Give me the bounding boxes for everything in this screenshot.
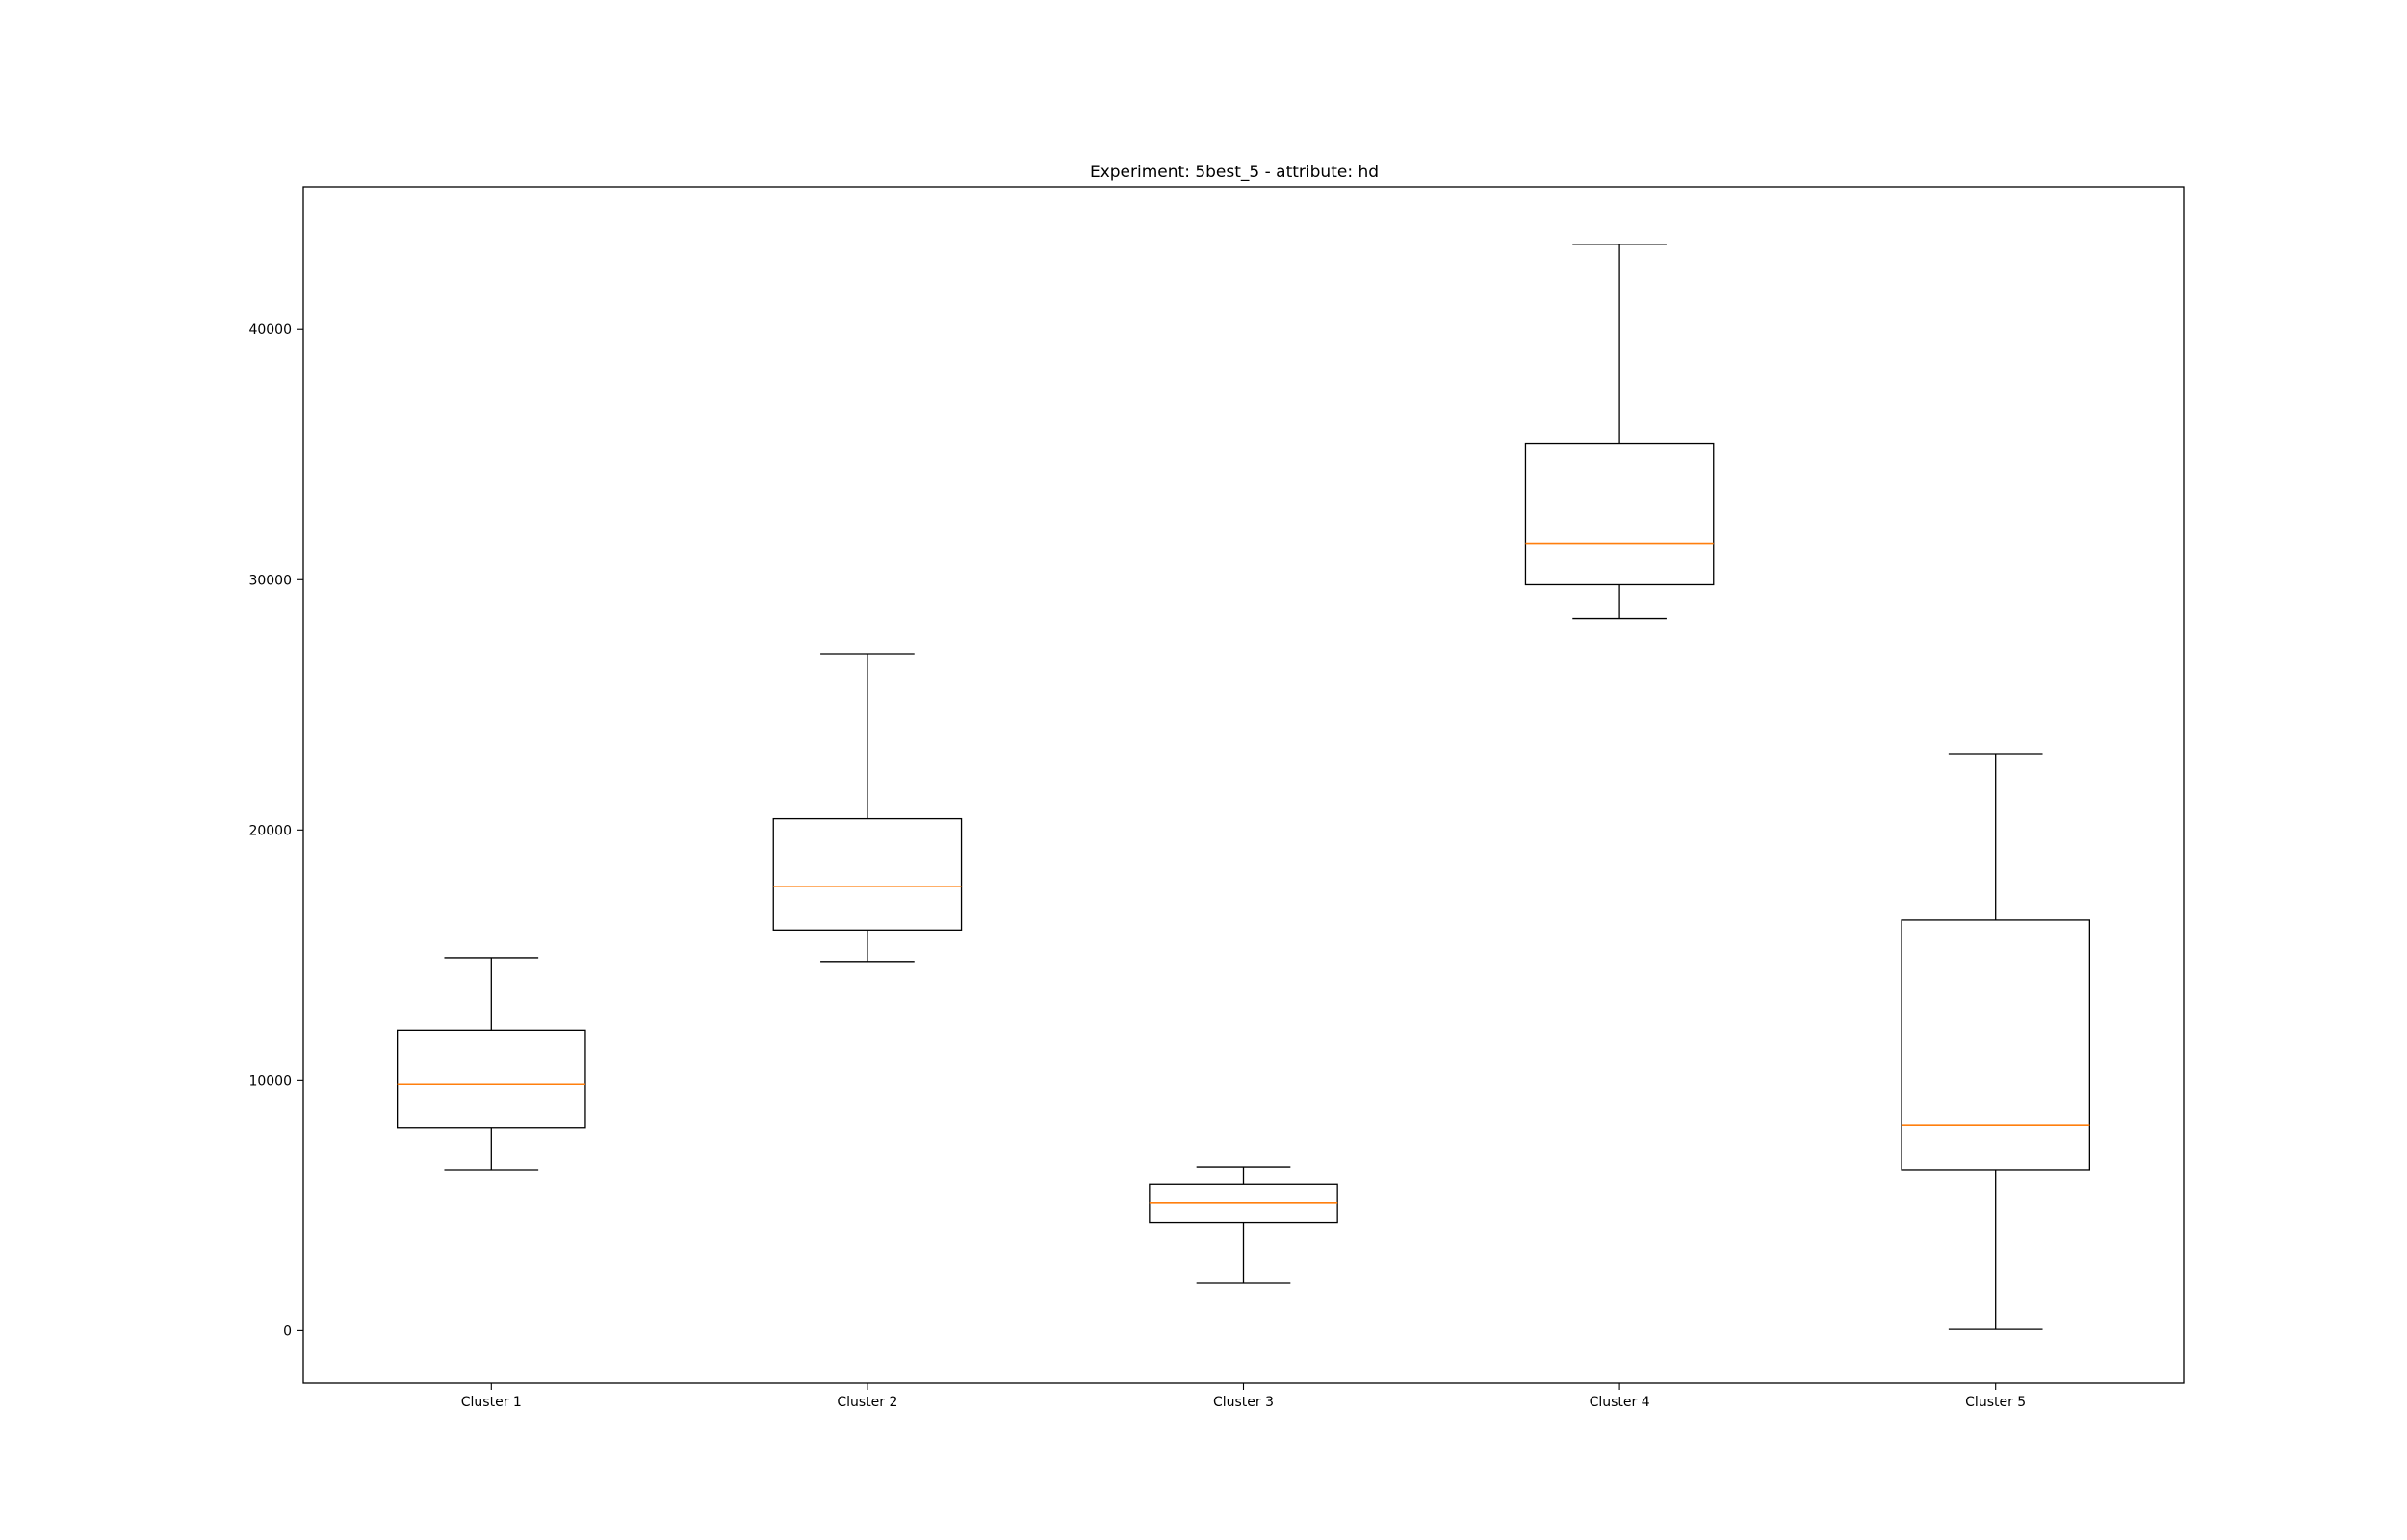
box-group-1 [396,957,586,1171]
iqr-box [1901,919,2091,1171]
x-tick-label: Cluster 2 [837,1395,897,1410]
iqr-box [396,1029,586,1129]
boxes-layer [396,244,2091,1330]
box-group-5 [1901,753,2091,1330]
iqr-box [1524,442,1715,586]
y-axis: 0 10000 20000 30000 40000 [248,322,303,1339]
plot-area-frame [302,186,2185,1384]
box-group-3 [1149,1166,1338,1284]
x-tick-label: Cluster 5 [1965,1395,2026,1410]
iqr-box [772,817,963,931]
chart-title: Experiment: 5best_5 - attribute: hd [1090,163,1379,182]
y-tick-label: 40000 [248,322,292,338]
y-tick-label: 0 [283,1323,292,1339]
x-tick-label: Cluster 1 [461,1395,522,1410]
x-tick-label: Cluster 4 [1590,1395,1650,1410]
y-tick-label: 30000 [248,573,292,588]
box-group-2 [772,653,963,962]
y-tick-label: 20000 [248,823,292,838]
y-tick-label: 10000 [248,1073,292,1089]
x-tick-label: Cluster 3 [1213,1395,1274,1410]
x-axis: Cluster 1 Cluster 2 Cluster 3 Cluster 4 Clus… [461,1383,2026,1410]
box-group-4 [1524,244,1715,620]
